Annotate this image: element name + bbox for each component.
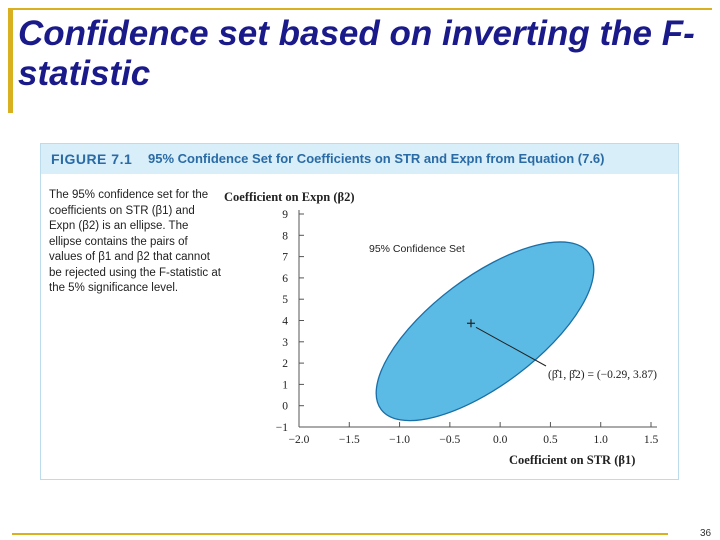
point-pointer-line bbox=[475, 326, 547, 367]
y-tick-label: 0 bbox=[282, 401, 288, 413]
y-tick-label: 6 bbox=[282, 273, 288, 285]
title-top-rule bbox=[8, 8, 712, 10]
x-tick-label: 0.5 bbox=[543, 434, 558, 446]
title-accent-bar bbox=[8, 8, 13, 113]
x-tick-label: 1.0 bbox=[594, 434, 609, 446]
x-tick-label: −2.0 bbox=[289, 434, 310, 446]
y-axis-ticks: −1 0 1 2 3 4 5 6 7 8 9 bbox=[276, 209, 304, 434]
x-tick-label: 1.5 bbox=[644, 434, 659, 446]
x-axis-ticks: −2.0 −1.5 −1.0 −0.5 0.0 0.5 1.0 1.5 bbox=[289, 422, 659, 446]
x-tick-label: −1.0 bbox=[389, 434, 410, 446]
y-tick-label: 7 bbox=[282, 252, 288, 264]
y-tick-label: 9 bbox=[282, 209, 288, 221]
figure-caption: 95% Confidence Set for Coefficients on S… bbox=[148, 151, 605, 166]
x-axis-label: Coefficient on STR (β1) bbox=[509, 453, 635, 467]
x-tick-label: 0.0 bbox=[493, 434, 508, 446]
confidence-ellipse bbox=[375, 241, 595, 422]
x-tick-label: −1.5 bbox=[339, 434, 360, 446]
figure-description: The 95% confidence set for the coefficie… bbox=[49, 189, 221, 294]
ellipse-label: 95% Confidence Set bbox=[369, 243, 465, 255]
figure-header: FIGURE 7.1 95% Confidence Set for Coeffi… bbox=[41, 144, 678, 174]
y-tick-label: 1 bbox=[282, 379, 288, 391]
figure-panel: FIGURE 7.1 95% Confidence Set for Coeffi… bbox=[40, 143, 679, 480]
x-tick-label: −0.5 bbox=[439, 434, 460, 446]
slide-title: Confidence set based on inverting the F-… bbox=[18, 14, 695, 93]
y-tick-label: 8 bbox=[282, 230, 288, 242]
point-estimate-marker bbox=[466, 319, 475, 328]
page-number: 36 bbox=[700, 528, 712, 539]
y-tick-label: 5 bbox=[282, 294, 288, 306]
y-tick-label: 3 bbox=[282, 337, 288, 349]
confidence-ellipse-chart: Coefficient on Expn (β2) −1 0 1 2 3 4 5 6 7 8 9 −2… bbox=[224, 190, 659, 467]
footer-rule bbox=[12, 533, 668, 535]
figure-number: FIGURE 7.1 bbox=[51, 151, 133, 167]
point-estimate-label: (β̂1, β̂2) = (−0.29, 3.87) bbox=[548, 369, 657, 381]
y-tick-label: −1 bbox=[276, 422, 288, 434]
y-tick-label: 4 bbox=[282, 316, 288, 328]
y-axis-label: Coefficient on Expn (β2) bbox=[224, 190, 355, 204]
y-tick-label: 2 bbox=[282, 358, 288, 370]
